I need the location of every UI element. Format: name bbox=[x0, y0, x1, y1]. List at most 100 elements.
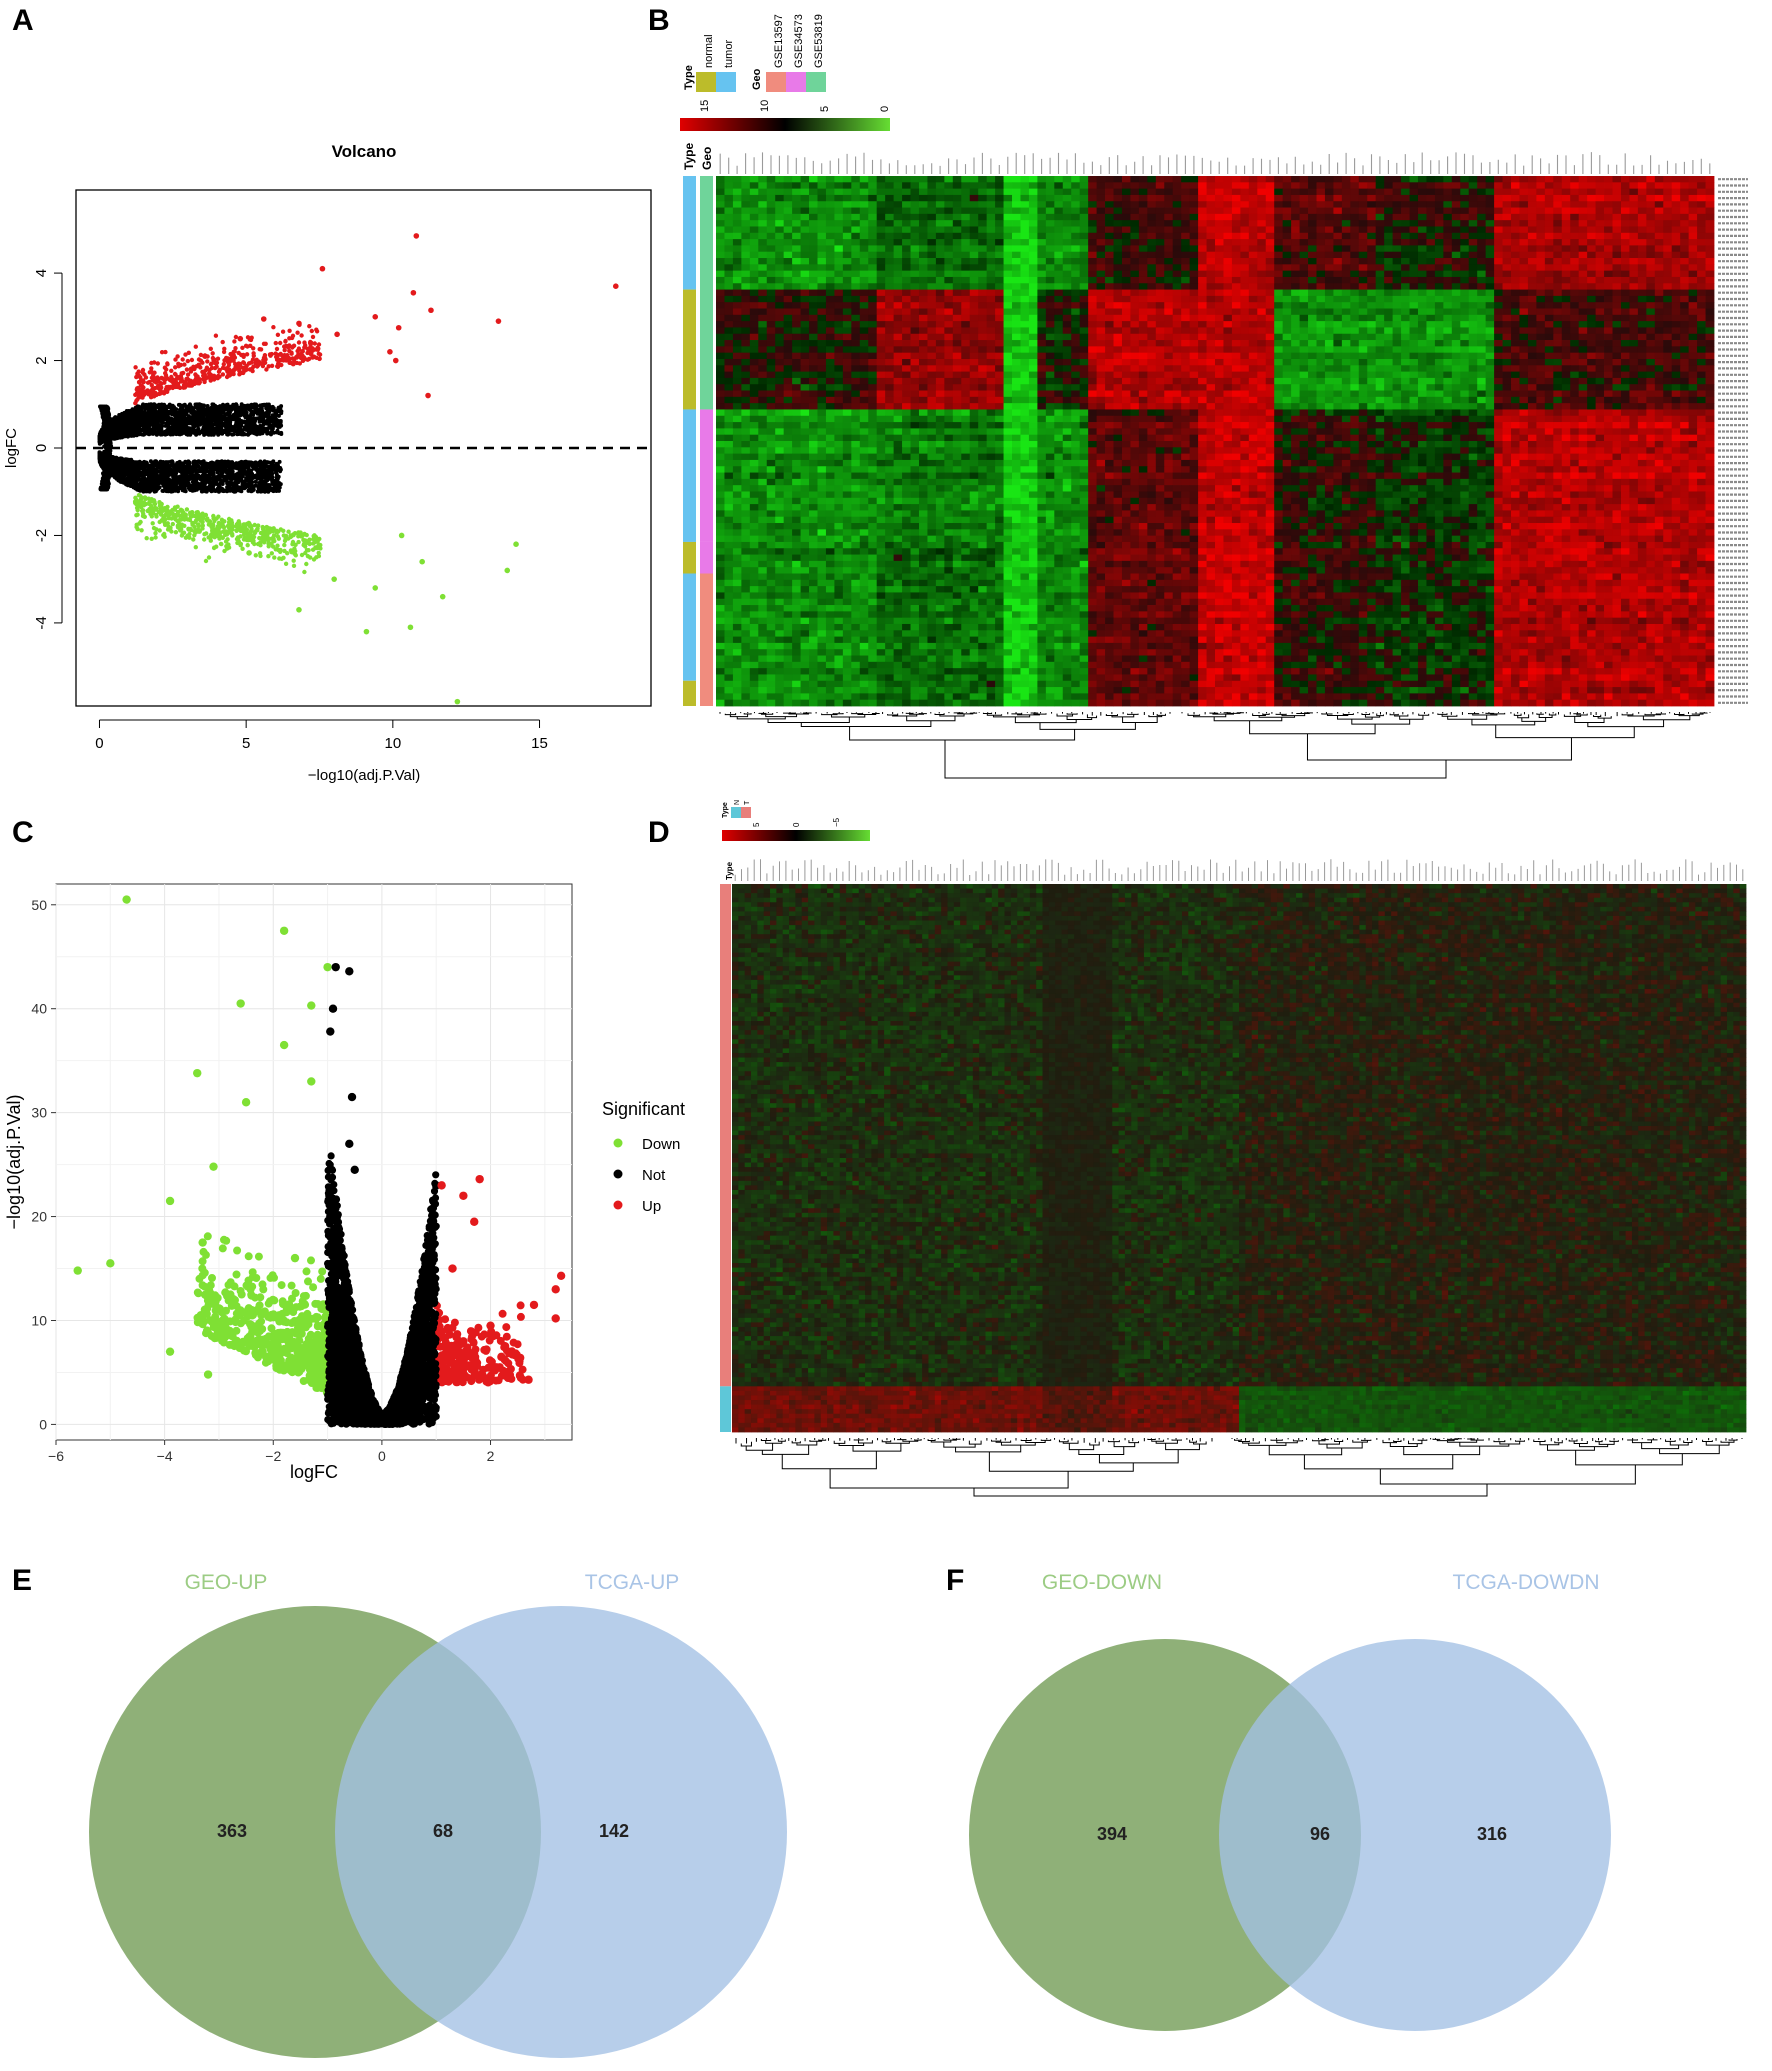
panel-b-heat-cell bbox=[826, 208, 835, 215]
panel-b-heat-cell bbox=[877, 239, 886, 246]
panel-b-heat-cell bbox=[1545, 195, 1554, 202]
panel-b-heat-cell bbox=[1545, 220, 1554, 227]
panel-b-heat-cell bbox=[927, 226, 936, 233]
panel-b-heat-cell bbox=[834, 182, 843, 189]
panel-b-heat-cell bbox=[1020, 208, 1029, 215]
figure: A Volcano 051015-4-2024 −log10(adj.P.Val… bbox=[0, 0, 1772, 2066]
panel-b-heat-cell bbox=[1308, 220, 1317, 227]
panel-b-heat-cell bbox=[1190, 258, 1199, 265]
panel-b-heat-cell bbox=[1477, 252, 1486, 259]
panel-b-heat-cell bbox=[733, 195, 742, 202]
panel-b-heat-cell bbox=[1080, 176, 1089, 183]
panel-b-heat-cell bbox=[716, 245, 725, 252]
panel-b-heatmap-cells bbox=[716, 176, 1714, 706]
panel-b-heat-cell bbox=[1393, 201, 1402, 208]
panel-b-heat-cell bbox=[1604, 226, 1613, 233]
panel-b-heat-cell bbox=[1629, 220, 1638, 227]
panel-b-heat-cell bbox=[1114, 226, 1123, 233]
panel-b-heat-cell bbox=[1553, 176, 1562, 183]
panel-b-heat-cell bbox=[851, 182, 860, 189]
panel-a-point-up bbox=[414, 233, 420, 239]
panel-b-heat-cell bbox=[1029, 201, 1038, 208]
panel-b-heat-cell bbox=[1071, 245, 1080, 252]
panel-b-heat-cell bbox=[1105, 239, 1114, 246]
panel-b-heat-cell bbox=[1283, 252, 1292, 259]
panel-b-heat-cell bbox=[1105, 195, 1114, 202]
panel-b-heat-cell bbox=[868, 239, 877, 246]
panel-b-heat-cell bbox=[826, 226, 835, 233]
panel-b-heat-cell bbox=[1249, 176, 1258, 183]
panel-b-heat-cell bbox=[1114, 182, 1123, 189]
panel-b-heatmap: B Type normal tumor Geo GSE13597 GSE3457… bbox=[648, 4, 1748, 778]
panel-a-point-up bbox=[613, 283, 619, 289]
panel-b-heat-cell bbox=[1469, 239, 1478, 246]
panel-b-heat-cell bbox=[894, 189, 903, 196]
panel-b-heat-cell bbox=[1333, 189, 1342, 196]
panel-b-heat-cell bbox=[1562, 245, 1571, 252]
panel-b-heat-cell bbox=[1435, 226, 1444, 233]
panel-b-heat-cell bbox=[1342, 208, 1351, 215]
panel-b-heat-cell bbox=[1638, 214, 1647, 221]
panel-b-heat-cell bbox=[1342, 214, 1351, 221]
panel-b-heat-cell bbox=[1359, 182, 1368, 189]
panel-b-heat-cell bbox=[851, 176, 860, 183]
panel-b-heat-cell bbox=[1240, 239, 1249, 246]
panel-b-heat-cell bbox=[953, 201, 962, 208]
panel-b-heat-cell bbox=[1393, 195, 1402, 202]
panel-b-heat-cell bbox=[894, 239, 903, 246]
panel-b-heat-cell bbox=[1545, 233, 1554, 240]
panel-b-heat-cell bbox=[1443, 226, 1452, 233]
panel-b-heat-cell bbox=[987, 245, 996, 252]
panel-b-heat-cell bbox=[1418, 233, 1427, 240]
panel-b-heat-cell bbox=[801, 195, 810, 202]
panel-b-heat-cell bbox=[1646, 176, 1655, 183]
panel-b-heat-cell bbox=[987, 239, 996, 246]
panel-b-heat-cell bbox=[1663, 220, 1672, 227]
panel-b-heat-cell bbox=[1037, 245, 1046, 252]
panel-b-heat-cell bbox=[1088, 176, 1097, 183]
panel-b-heat-cell bbox=[902, 258, 911, 265]
panel-b-heat-cell bbox=[1300, 220, 1309, 227]
panel-b-heat-cell bbox=[1156, 195, 1165, 202]
panel-b-heat-cell bbox=[1105, 226, 1114, 233]
panel-b-heat-cell bbox=[1367, 195, 1376, 202]
panel-b-heat-cell bbox=[1663, 176, 1672, 183]
panel-b-heat-cell bbox=[1054, 239, 1063, 246]
panel-b-heat-cell bbox=[1181, 176, 1190, 183]
panel-b-heat-cell bbox=[716, 195, 725, 202]
panel-b-heat-cell bbox=[1139, 226, 1148, 233]
panel-b-heat-cell bbox=[1562, 214, 1571, 221]
panel-b-heat-cell bbox=[1528, 176, 1537, 183]
panel-b-heat-cell bbox=[987, 252, 996, 259]
panel-b-heat-cell bbox=[1012, 214, 1021, 221]
panel-b-heat-cell bbox=[1088, 252, 1097, 259]
panel-b-heat-cell bbox=[1621, 233, 1630, 240]
panel-b-heat-cell bbox=[1249, 189, 1258, 196]
panel-b-heat-cell bbox=[1655, 239, 1664, 246]
panel-b-heat-cell bbox=[902, 245, 911, 252]
panel-b-heat-cell bbox=[750, 189, 759, 196]
panel-b-heat-cell bbox=[1139, 182, 1148, 189]
panel-b-heat-cell bbox=[1596, 233, 1605, 240]
panel-b-heat-cell bbox=[1257, 189, 1266, 196]
panel-b-heat-cell bbox=[1570, 214, 1579, 221]
panel-b-heat-cell bbox=[1562, 252, 1571, 259]
panel-b-heat-cell bbox=[1071, 176, 1080, 183]
panel-b-heat-cell bbox=[767, 245, 776, 252]
panel-b-heat-cell bbox=[953, 252, 962, 259]
panel-b-heat-cell bbox=[1486, 201, 1495, 208]
panel-b-heat-cell bbox=[1054, 201, 1063, 208]
panel-b-heat-cell bbox=[1426, 189, 1435, 196]
panel-b-heat-cell bbox=[1460, 189, 1469, 196]
panel-b-heat-cell bbox=[801, 208, 810, 215]
panel-a-point-up bbox=[411, 290, 417, 296]
panel-b-heat-cell bbox=[1401, 233, 1410, 240]
panel-b-heat-cell bbox=[1579, 214, 1588, 221]
panel-b-heat-cell bbox=[792, 226, 801, 233]
panel-b-heat-cell bbox=[1494, 189, 1503, 196]
panel-b-heat-cell bbox=[1130, 214, 1139, 221]
panel-b-heat-cell bbox=[1519, 214, 1528, 221]
panel-b-heat-cell bbox=[1012, 252, 1021, 259]
panel-b-heat-cell bbox=[801, 176, 810, 183]
